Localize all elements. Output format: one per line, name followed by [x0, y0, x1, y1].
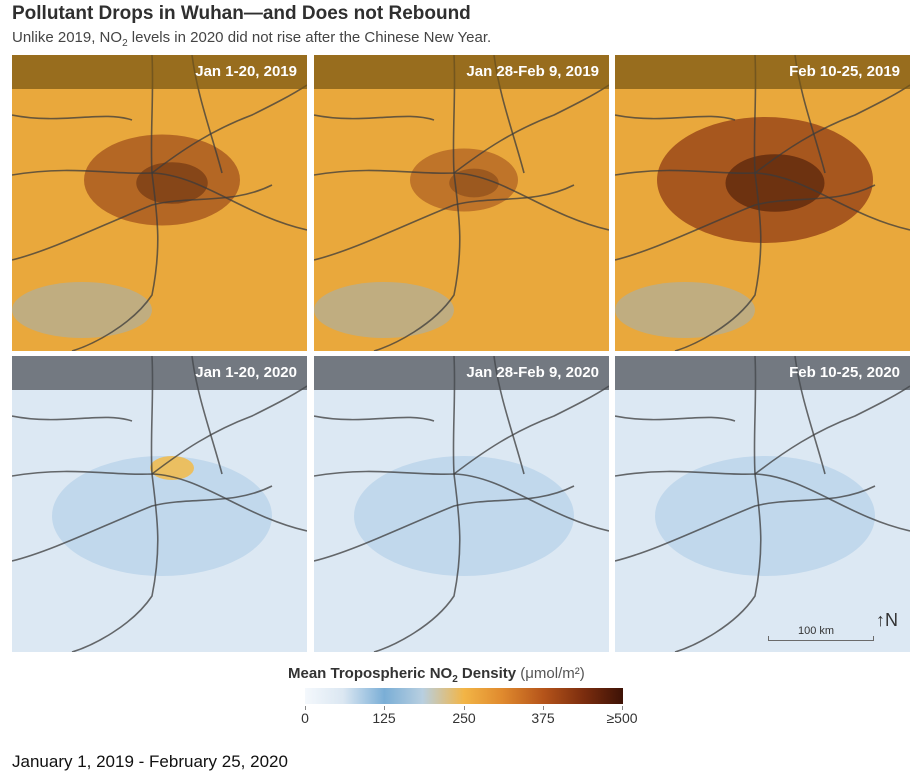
pollution-haze — [655, 456, 875, 576]
road-line — [314, 485, 575, 562]
subtitle: Unlike 2019, NO2 levels in 2020 did not … — [12, 29, 491, 49]
road-line — [615, 485, 876, 562]
legend-unit: (μmol/m²) — [520, 665, 585, 682]
panel-header — [615, 356, 910, 390]
map-panel: Jan 1-20, 2019 — [12, 55, 307, 351]
pollution-core — [136, 162, 208, 204]
road-line — [12, 485, 273, 562]
map-image — [12, 356, 307, 652]
road-line — [373, 356, 461, 652]
pollution-hotspot — [84, 134, 240, 226]
road-line — [314, 184, 575, 261]
road-line — [314, 114, 435, 121]
road-line — [71, 55, 159, 351]
map-image — [314, 55, 609, 351]
road-line — [151, 84, 307, 174]
panel-label: Jan 1-20, 2019 — [195, 63, 297, 80]
road-line — [373, 55, 461, 351]
map-panel: Jan 1-20, 2020 — [12, 356, 307, 652]
road-line — [151, 385, 307, 475]
legend-tick-label: 125 — [372, 710, 396, 726]
legend-tick-label: ≥500 — [606, 710, 638, 726]
legend-tick-label: 375 — [531, 710, 555, 726]
road-line — [754, 385, 910, 475]
legend-tick — [464, 706, 465, 710]
road-line — [615, 114, 736, 121]
road-line — [71, 356, 159, 652]
low-pollution-area — [314, 282, 454, 338]
road-line — [453, 84, 609, 174]
road-line — [754, 84, 910, 174]
map-panel: Jan 28-Feb 9, 2019 — [314, 55, 609, 351]
legend-tick — [622, 706, 623, 710]
north-arrow-icon: ↑N — [876, 610, 898, 630]
road-line — [12, 415, 133, 422]
legend-title-after: Density — [457, 665, 517, 682]
panel-header — [314, 55, 609, 89]
panel-label: Feb 10-25, 2020 — [789, 364, 900, 381]
scale-bar — [768, 636, 874, 641]
map-panel: Feb 10-25, 2019 — [615, 55, 910, 351]
pollution-core — [449, 168, 499, 198]
low-pollution-area — [615, 282, 755, 338]
subtitle-before: Unlike 2019, NO — [12, 29, 123, 46]
pollution-haze — [52, 456, 272, 576]
panel-label: Jan 28-Feb 9, 2019 — [466, 63, 599, 80]
legend-tick-label: 250 — [452, 710, 476, 726]
caption: January 1, 2019 - February 25, 2020 — [12, 752, 288, 771]
legend-title-sub: 2 — [452, 674, 458, 685]
map-image — [314, 356, 609, 652]
legend-tick — [543, 706, 544, 710]
legend-title: Mean Tropospheric NO2 Density (μmol/m²) — [288, 665, 585, 685]
subtitle-after: levels in 2020 did not rise after the Ch… — [127, 29, 492, 46]
road-line — [674, 55, 762, 351]
panel-header — [12, 356, 307, 390]
panel-header — [615, 55, 910, 89]
road-line — [12, 114, 133, 121]
map-image — [615, 55, 910, 351]
subtitle-sub: 2 — [122, 38, 128, 49]
panel-header — [12, 55, 307, 89]
legend-tick-label: 0 — [301, 710, 309, 726]
legend-tick — [384, 706, 385, 710]
pollution-core — [725, 154, 825, 212]
legend-title-before: Mean Tropospheric NO — [288, 665, 453, 682]
map-image — [12, 55, 307, 351]
legend-tick — [305, 706, 306, 710]
map-panel: Feb 10-25, 2020 — [615, 356, 910, 652]
low-pollution-area — [12, 282, 152, 338]
panel-label: Jan 1-20, 2020 — [195, 364, 297, 381]
map-image — [615, 356, 910, 652]
road-line — [674, 356, 762, 652]
color-scale-bar — [305, 688, 623, 704]
road-line — [615, 415, 736, 422]
pollution-haze — [354, 456, 574, 576]
panel-label: Feb 10-25, 2019 — [789, 63, 900, 80]
page-title: Pollutant Drops in Wuhan—and Does not Re… — [12, 3, 471, 24]
scale-label: 100 km — [798, 625, 835, 637]
road-line — [615, 184, 876, 261]
panel-header — [314, 356, 609, 390]
pollution-hotspot — [410, 148, 518, 212]
road-line — [12, 184, 273, 261]
road-line — [453, 385, 609, 475]
road-line — [314, 415, 435, 422]
map-panel: Jan 28-Feb 9, 2020 — [314, 356, 609, 652]
panel-label: Jan 28-Feb 9, 2020 — [466, 364, 599, 381]
